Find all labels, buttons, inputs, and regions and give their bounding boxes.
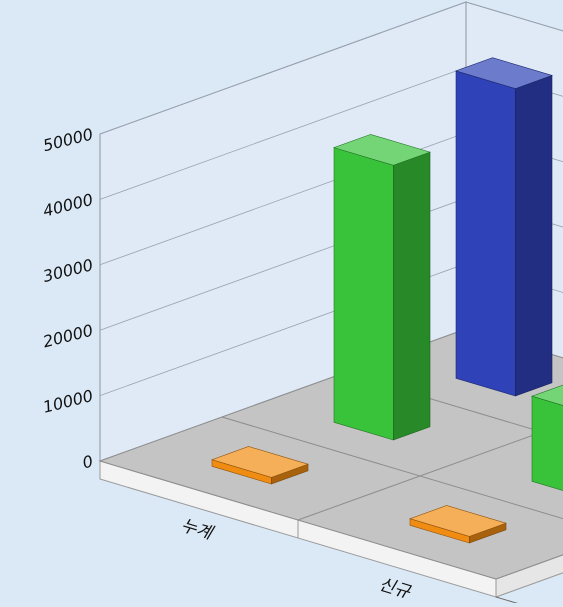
bar-top-face — [409, 505, 507, 537]
bar-side-face — [393, 151, 431, 441]
bar-1-2 — [409, 505, 507, 544]
bar-top-face — [455, 57, 553, 89]
z-axis-tick-label: 30000 — [41, 255, 95, 286]
gridline — [99, 1, 563, 135]
bar-top-face — [531, 384, 563, 406]
z-axis-tick-label: 50000 — [41, 124, 95, 155]
z-axis-tick-label: 40000 — [41, 190, 95, 221]
z-axis-tick-label: 20000 — [41, 321, 95, 352]
z-axis-tick-label: 0 — [80, 451, 94, 472]
z-axis-tick-label: 10000 — [41, 386, 95, 417]
bar-front-face — [333, 147, 394, 441]
bar-2-1 — [333, 134, 431, 441]
floor-right-edge — [495, 554, 563, 598]
bar-top-face — [211, 446, 309, 478]
bar-top-face — [333, 134, 431, 166]
depth-axis-tick — [495, 596, 532, 607]
bar-2-2 — [531, 384, 563, 491]
floor-divider — [297, 423, 563, 521]
bar-front-face — [455, 70, 516, 397]
bar-side-face — [515, 74, 553, 397]
bar-front-face — [531, 395, 563, 491]
category-label: 신규 — [377, 575, 414, 603]
category-label: 누계 — [179, 516, 217, 545]
bar-1-1 — [211, 446, 309, 485]
bar-3-1 — [455, 57, 553, 397]
